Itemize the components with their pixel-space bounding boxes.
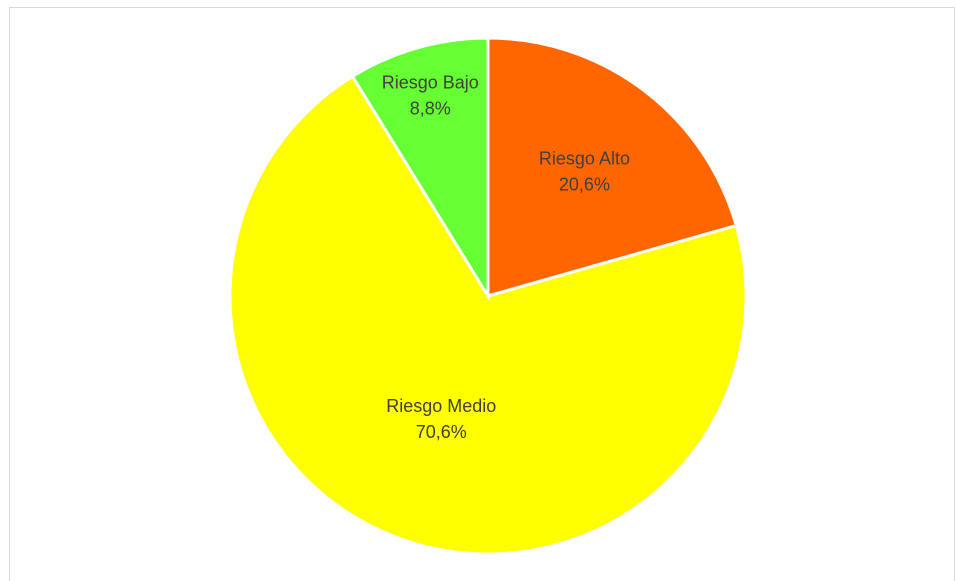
data-label-value-riesgo-bajo: 8,8% — [410, 98, 451, 118]
pie-slice-riesgo-bajo — [350, 36, 490, 302]
data-label-value-riesgo-alto: 20,6% — [559, 174, 610, 194]
data-label-category-riesgo-medio: Riesgo Medio — [386, 396, 496, 416]
data-label-value-riesgo-medio: 70,6% — [416, 422, 467, 442]
data-label-category-riesgo-alto: Riesgo Alto — [539, 148, 630, 168]
data-labels: Riesgo Alto 20,6% Riesgo Medio 70,6% Riesgo … — [382, 72, 630, 442]
pie-slices — [228, 36, 748, 556]
data-label-category-riesgo-bajo: Riesgo Bajo — [382, 72, 479, 92]
pie-slice-riesgo-alto — [486, 36, 739, 298]
pie-slice-riesgo-medio — [228, 74, 748, 556]
